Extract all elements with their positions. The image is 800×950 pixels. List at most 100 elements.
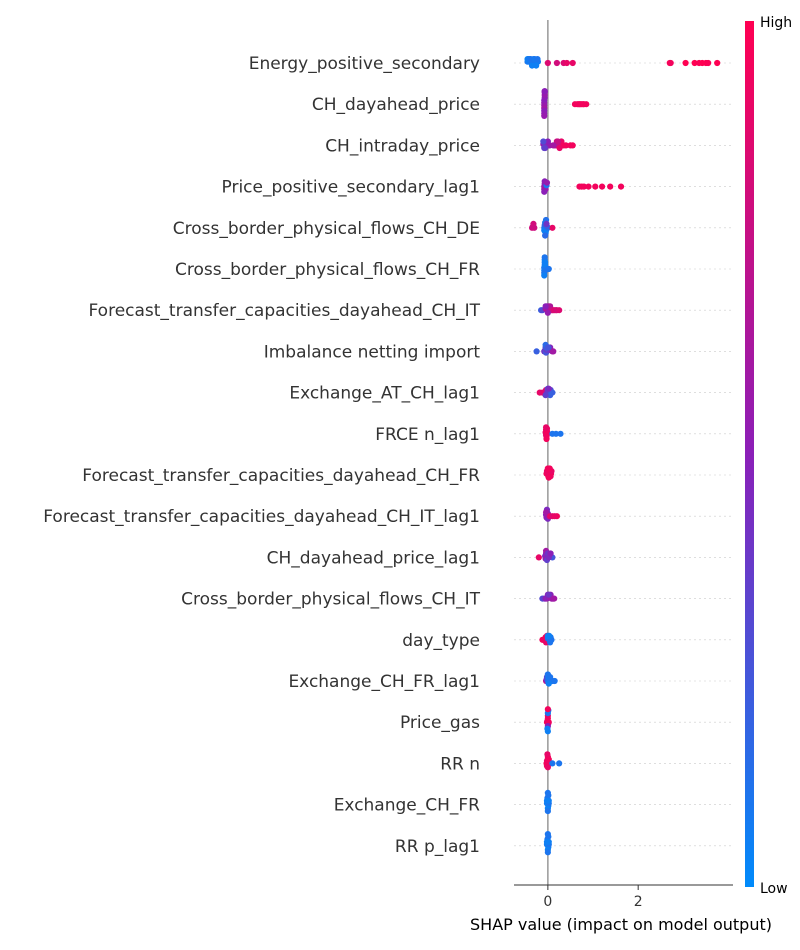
shap-point <box>540 138 547 145</box>
shap-point <box>544 831 551 838</box>
shap-point <box>617 183 625 190</box>
x-tick-label: 2 <box>634 894 643 910</box>
feature-label: Exchange_CH_FR <box>334 796 480 816</box>
feature-label: RR n <box>440 754 480 774</box>
shap-point <box>544 789 551 797</box>
shap-point <box>542 392 549 399</box>
shap-point <box>556 307 563 314</box>
shap-point <box>563 59 570 67</box>
x-tick-label: 0 <box>543 894 552 910</box>
feature-label: Forecast_transfer_capacities_dayahead_CH… <box>43 507 480 527</box>
feature-label: Exchange_CH_FR_lag1 <box>288 672 480 692</box>
shap-point <box>556 144 563 152</box>
shap-point <box>550 142 557 149</box>
feature-label: Forecast_transfer_capacities_dayahead_CH… <box>89 301 481 321</box>
shap-point <box>551 513 558 520</box>
feature-label: Price_positive_secondary_lag1 <box>222 178 481 198</box>
shap-point <box>547 550 554 557</box>
feature-label: Cross_border_physical_flows_CH_DE <box>173 219 480 239</box>
feature-label: Imbalance netting import <box>264 342 481 362</box>
shap-point <box>667 59 674 67</box>
shap-point <box>549 224 556 231</box>
shap-point <box>569 59 576 67</box>
shap-point <box>544 764 551 771</box>
shap-point <box>544 849 551 856</box>
feature-label: Forecast_transfer_capacities_dayahead_CH… <box>82 466 480 486</box>
shap-point <box>562 142 570 149</box>
feature-labels: Energy_positive_secondary CH_dayahead_pri… <box>43 54 480 857</box>
shap-point <box>607 183 614 190</box>
shap-point <box>598 183 606 190</box>
shap-point <box>545 838 552 846</box>
shap-point <box>569 142 576 149</box>
shap-point <box>682 59 689 67</box>
x-axis-label: SHAP value (impact on model output) <box>470 915 772 934</box>
feature-label: Energy_positive_secondary <box>249 54 480 74</box>
shap-point <box>541 254 548 261</box>
shap-point <box>541 272 548 279</box>
shap-point <box>549 389 556 396</box>
shap-point <box>533 348 540 355</box>
shap-point <box>691 59 698 67</box>
shap-point <box>545 265 552 273</box>
feature-label: CH_dayahead_price <box>312 95 480 115</box>
shap-point <box>535 554 542 561</box>
shap-points <box>524 56 721 856</box>
shap-point <box>544 309 551 316</box>
feature-label: CH_intraday_price <box>325 136 480 156</box>
shap-point <box>542 232 549 239</box>
shap-point <box>541 88 548 95</box>
shap-point <box>592 183 599 190</box>
shap-point <box>554 138 561 145</box>
shap-point <box>544 632 551 640</box>
colorbar-low-label: Low <box>760 881 788 897</box>
shap-point <box>544 808 551 815</box>
shap-point <box>549 760 556 767</box>
shap-point <box>541 144 548 152</box>
colorbar-gradient <box>745 21 754 887</box>
shap-point <box>542 259 549 266</box>
shap-point <box>579 101 587 108</box>
feature-label: Price_gas <box>400 713 480 733</box>
shap-point <box>541 112 548 119</box>
shap-point <box>552 430 560 437</box>
shap-point <box>543 435 550 443</box>
shap-point <box>544 344 551 351</box>
shap-point <box>544 706 551 713</box>
shap-point <box>546 465 553 472</box>
shap-point <box>534 56 541 63</box>
shap-point <box>545 756 552 763</box>
shap-point <box>542 424 550 431</box>
feature-label: CH_dayahead_price_lag1 <box>267 548 480 568</box>
shap-point <box>553 59 560 67</box>
shap-point <box>544 138 551 145</box>
feature-label: Cross_border_physical_flows_CH_IT <box>181 590 480 610</box>
shap-point <box>550 348 557 355</box>
shap-point <box>556 760 563 767</box>
shap-point <box>545 474 552 481</box>
feature-label: FRCE n_lag1 <box>375 425 480 445</box>
shap-point <box>544 430 551 437</box>
feature-label: day_type <box>402 631 480 651</box>
shap-point <box>531 224 538 231</box>
feature-label: RR p_lag1 <box>395 837 480 857</box>
shap-point <box>557 430 564 437</box>
shap-point <box>551 677 558 685</box>
feature-label: Exchange_AT_CH_lag1 <box>289 384 480 404</box>
shap-point <box>543 220 550 227</box>
colorbar: High Low Feature value <box>745 15 792 897</box>
shap-point <box>544 671 551 678</box>
shap-point <box>714 59 721 67</box>
shap-point <box>551 595 558 602</box>
shap-point <box>542 303 549 310</box>
shap-point <box>545 797 552 804</box>
shap-point <box>544 751 551 758</box>
feature-label: Cross_border_physical_flows_CH_FR <box>175 260 480 280</box>
shap-point <box>545 591 552 598</box>
colorbar-high-label: High <box>760 15 792 31</box>
shap-point <box>544 59 551 67</box>
shap-point <box>533 62 540 69</box>
shap-point <box>580 183 588 190</box>
